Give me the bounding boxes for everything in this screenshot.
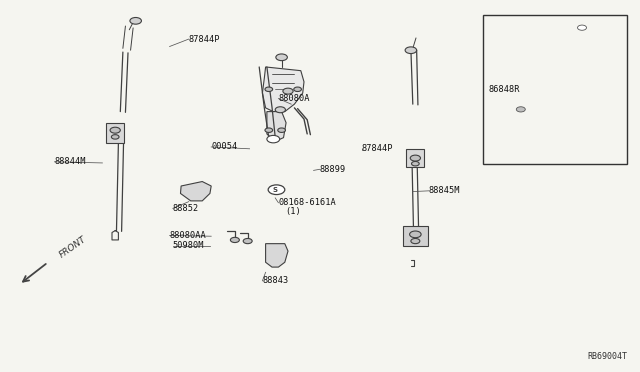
Circle shape [265,87,273,92]
Text: 86848R: 86848R [488,85,520,94]
Circle shape [265,128,273,132]
Circle shape [130,17,141,24]
Bar [483,15,627,164]
Circle shape [411,238,420,244]
Circle shape [577,25,586,30]
Text: 88852: 88852 [173,204,199,213]
Circle shape [230,237,239,243]
Text: 87844P: 87844P [362,144,393,153]
Polygon shape [262,67,304,112]
Text: 87844P: 87844P [189,35,220,44]
Polygon shape [266,244,288,267]
Circle shape [110,127,120,133]
Circle shape [294,87,301,92]
Text: 50980M: 50980M [173,241,204,250]
Circle shape [412,161,419,166]
Bar [403,226,428,246]
Text: 00054: 00054 [211,142,237,151]
Text: 08168-6161A: 08168-6161A [278,198,336,207]
Circle shape [243,238,252,244]
Bar [406,149,424,167]
Polygon shape [180,182,211,201]
Text: (1): (1) [285,207,301,216]
Circle shape [410,231,421,238]
Circle shape [405,47,417,54]
Text: 88845M: 88845M [429,186,460,195]
Bar [106,123,124,143]
Text: RB69004T: RB69004T [588,352,627,361]
Circle shape [278,128,285,132]
Circle shape [276,54,287,61]
Text: S: S [273,187,278,193]
Circle shape [111,135,119,139]
Circle shape [410,155,420,161]
Circle shape [516,107,525,112]
Circle shape [283,88,293,94]
Text: 88899: 88899 [320,165,346,174]
Text: FRONT: FRONT [58,235,88,260]
Circle shape [275,107,285,113]
Circle shape [268,185,285,195]
Text: 88080A: 88080A [278,94,310,103]
Text: 88844M: 88844M [54,157,86,166]
Polygon shape [267,112,286,141]
Text: 88843: 88843 [262,276,289,285]
Circle shape [267,135,280,143]
Text: 88080AA: 88080AA [170,231,206,240]
